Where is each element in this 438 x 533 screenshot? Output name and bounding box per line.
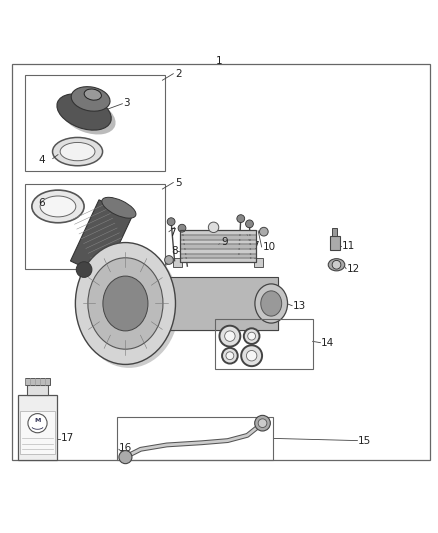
Text: 5: 5 [176,177,182,188]
Circle shape [208,222,219,232]
Circle shape [247,351,257,361]
Bar [180,249,256,253]
Bar [180,244,256,248]
Circle shape [119,450,132,464]
Circle shape [237,215,245,223]
Ellipse shape [255,284,288,323]
Ellipse shape [88,258,163,349]
Ellipse shape [75,243,176,365]
Text: 7: 7 [252,240,258,251]
Circle shape [246,220,253,228]
Text: 13: 13 [293,301,306,311]
Text: 10: 10 [262,242,276,252]
Text: 10: 10 [149,264,162,273]
Text: 8: 8 [171,246,178,256]
Circle shape [165,256,173,264]
Bar [180,230,256,262]
Circle shape [28,414,47,433]
Circle shape [219,326,240,346]
Circle shape [248,332,255,340]
Text: 1: 1 [215,56,223,66]
Bar [215,319,313,369]
Bar [125,319,278,329]
Circle shape [222,348,238,364]
Bar [25,75,165,171]
Ellipse shape [261,291,282,316]
Bar [180,254,256,257]
Ellipse shape [84,89,102,100]
Text: 2: 2 [176,69,182,79]
Text: 15: 15 [358,435,371,446]
Bar [27,385,48,395]
Ellipse shape [57,94,111,130]
Text: 7: 7 [169,228,176,238]
Circle shape [244,328,259,344]
Ellipse shape [32,190,84,223]
Text: M: M [34,418,41,423]
Bar [254,258,262,266]
Circle shape [225,331,235,341]
Text: 3: 3 [123,98,130,108]
Ellipse shape [60,142,95,161]
Circle shape [226,352,234,360]
Text: 12: 12 [347,264,360,273]
Circle shape [178,224,186,232]
Circle shape [254,415,270,431]
Ellipse shape [53,138,102,166]
Bar [180,230,256,234]
Ellipse shape [328,259,345,271]
Ellipse shape [103,276,148,331]
Ellipse shape [40,196,76,217]
Bar [330,236,339,250]
Bar [117,417,273,460]
Text: 11: 11 [342,240,355,251]
Text: 4: 4 [39,155,45,165]
Bar [125,279,278,290]
Text: 6: 6 [39,198,45,207]
Text: 14: 14 [321,338,335,348]
Circle shape [76,262,92,277]
Bar [71,200,133,277]
Bar [332,228,337,236]
Bar [143,277,278,329]
Circle shape [332,261,341,269]
Ellipse shape [102,197,136,218]
Text: 16: 16 [119,443,132,454]
Ellipse shape [61,98,116,134]
Bar [180,258,256,262]
Bar [173,258,182,266]
Circle shape [259,228,268,236]
Bar [180,235,256,239]
Bar [25,184,165,269]
Bar [20,411,55,454]
Ellipse shape [71,87,110,111]
Circle shape [258,419,267,427]
Text: 17: 17 [61,433,74,443]
Bar [18,395,57,460]
Bar [180,239,256,244]
Bar [25,378,50,385]
Circle shape [167,218,175,225]
Circle shape [241,345,262,366]
Text: 9: 9 [221,237,228,247]
Ellipse shape [79,246,179,368]
